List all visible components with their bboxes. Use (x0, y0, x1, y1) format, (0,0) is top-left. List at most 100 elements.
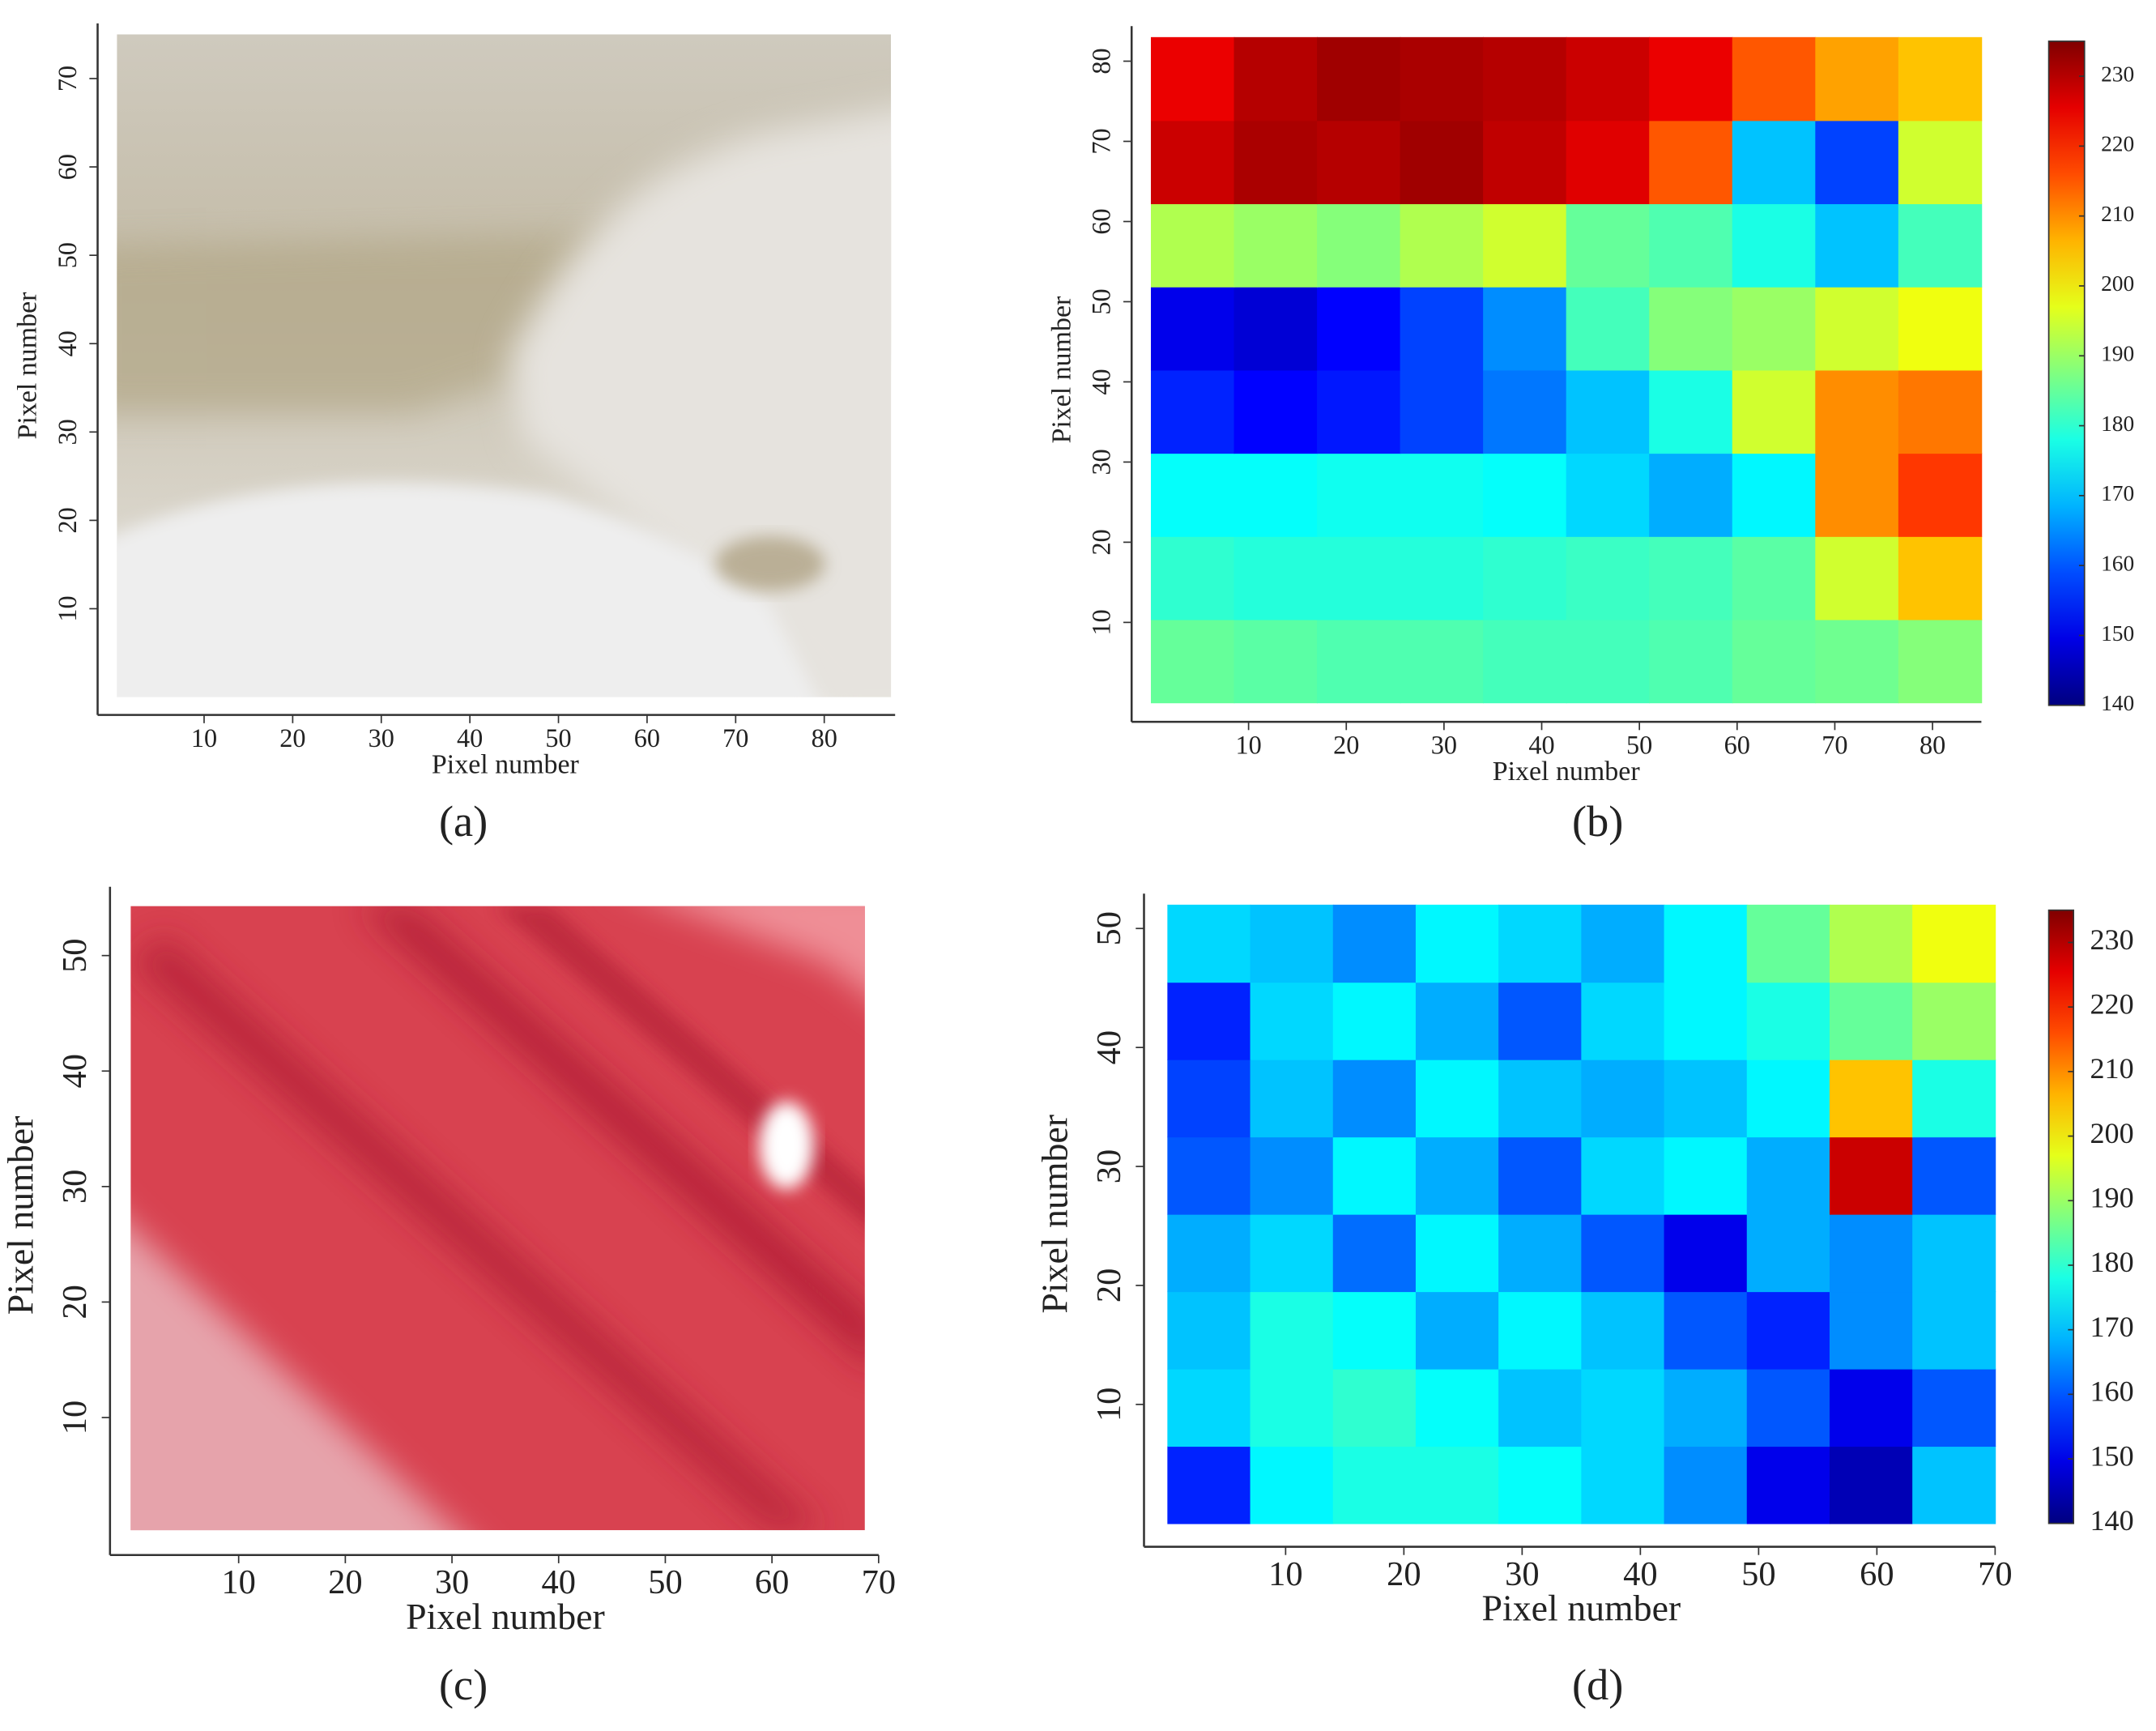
heatmap-cell (1317, 453, 1401, 537)
y-tick-label: 60 (1087, 208, 1116, 234)
heatmap-cell (1649, 369, 1733, 454)
y-tick-label: 70 (53, 66, 82, 92)
heatmap-cell (1898, 453, 1983, 537)
heatmap-cell (1332, 1446, 1417, 1524)
heatmap-cell (1815, 286, 1899, 371)
heatmap-cell (1898, 286, 1983, 371)
y-tick-label: 70 (1087, 128, 1116, 154)
y-tick-label: 50 (1090, 911, 1128, 945)
heatmap-cell (1912, 1059, 1996, 1138)
heatmap-cell (1581, 1136, 1665, 1215)
heatmap-cell (1829, 904, 1914, 983)
heatmap-cell (1732, 286, 1817, 371)
x-axis-label: Pixel number (1482, 1588, 1681, 1629)
heatmap-cell (1912, 1291, 1996, 1370)
heatmap-cell (1317, 535, 1401, 620)
colorbar-tick-label: 170 (2101, 481, 2134, 505)
colorbar-tick-label: 190 (2090, 1182, 2134, 1214)
x-tick-label: 50 (648, 1563, 682, 1601)
heatmap-cell (1332, 982, 1417, 1060)
heatmap-cell (1483, 36, 1567, 122)
y-tick-label: 20 (53, 507, 82, 533)
heatmap-cell (1815, 203, 1899, 288)
heatmap-cell (1498, 904, 1583, 983)
x-tick-label: 10 (1268, 1555, 1302, 1593)
y-tick-label: 10 (1087, 609, 1116, 635)
x-tick-label: 70 (1978, 1555, 2012, 1593)
x-tick-label: 20 (1333, 731, 1359, 760)
heatmap-cell (1732, 619, 1817, 704)
panel-label: (d) (1572, 1661, 1623, 1709)
heatmap-cell (1649, 36, 1733, 122)
colorbar-tick-label: 180 (2090, 1246, 2134, 1278)
heatmap-cell (1498, 1136, 1583, 1215)
x-tick-label: 30 (369, 723, 394, 753)
heatmap-cell (1234, 203, 1318, 288)
x-tick-label: 20 (1387, 1555, 1421, 1593)
heatmap-cell (1498, 1368, 1583, 1447)
heatmap-cell (1400, 203, 1484, 288)
heatmap-cell (1234, 36, 1318, 122)
y-tick-label: 40 (1090, 1030, 1128, 1064)
heatmap-cell (1815, 619, 1899, 704)
heatmap-cell (1566, 453, 1651, 537)
heatmap-cell (1234, 369, 1318, 454)
heatmap-cell (1150, 120, 1235, 205)
heatmap-cell (1898, 369, 1983, 454)
y-tick-label: 50 (56, 938, 94, 972)
x-tick-label: 70 (1822, 731, 1847, 760)
x-tick-label: 70 (862, 1563, 896, 1601)
heatmap-cell (1415, 904, 1500, 983)
heatmap-cell (1746, 1368, 1830, 1447)
x-tick-label: 30 (1431, 731, 1457, 760)
heatmap-cell (1732, 36, 1817, 122)
colorbar-tick-label: 170 (2090, 1311, 2134, 1343)
heatmap-cell (1898, 535, 1983, 620)
heatmap-cell (1912, 1136, 1996, 1215)
heatmap-cell (1581, 904, 1665, 983)
colorbar-tick-label: 200 (2090, 1117, 2134, 1149)
colorbar-tick-label: 230 (2101, 62, 2134, 86)
y-axis-label: Pixel number (1033, 1115, 1075, 1314)
x-tick-label: 60 (755, 1563, 789, 1601)
heatmap-cell (1317, 36, 1401, 122)
heatmap-cell (1167, 1446, 1251, 1524)
heatmap-cell (1566, 369, 1651, 454)
y-tick-label: 30 (1090, 1149, 1128, 1183)
heatmap-cell (1566, 36, 1651, 122)
colorbar-tick-label: 140 (2101, 691, 2134, 715)
y-tick-label: 10 (1090, 1388, 1128, 1422)
heatmap-cell (1250, 1291, 1334, 1370)
heatmap-cell (1400, 120, 1484, 205)
heatmap-cell (1234, 286, 1318, 371)
heatmap-cell (1649, 203, 1733, 288)
heatmap-cell (1746, 1446, 1830, 1524)
heatmap-cell (1746, 1136, 1830, 1215)
heatmap-cell (1664, 1136, 1748, 1215)
heatmap-cell (1317, 203, 1401, 288)
heatmap-cell (1483, 453, 1567, 537)
heatmap-cell (1566, 203, 1651, 288)
heatmap-cell (1664, 1446, 1748, 1524)
heatmap-cell (1167, 904, 1251, 983)
heatmap-cell (1649, 535, 1733, 620)
y-tick-label: 40 (1087, 369, 1116, 394)
heatmap-cell (1415, 1059, 1500, 1138)
heatmap-cell (1167, 1291, 1251, 1370)
heatmap-cell (1664, 1059, 1748, 1138)
heatmap-cell (1815, 369, 1899, 454)
heatmap-cell (1898, 203, 1983, 288)
y-axis-label: Pixel number (1046, 296, 1076, 444)
heatmap-cell (1664, 982, 1748, 1060)
x-tick-label: 40 (542, 1563, 576, 1601)
heatmap-cell (1664, 1213, 1748, 1293)
heatmap-cell (1829, 1059, 1914, 1138)
heatmap-cell (1732, 203, 1817, 288)
y-tick-label: 60 (53, 154, 82, 180)
x-tick-label: 20 (279, 723, 305, 753)
y-tick-label: 20 (1090, 1268, 1128, 1303)
heatmap-cell (1332, 1059, 1417, 1138)
x-tick-label: 70 (722, 723, 748, 753)
colorbar-tick-label: 210 (2101, 202, 2134, 226)
